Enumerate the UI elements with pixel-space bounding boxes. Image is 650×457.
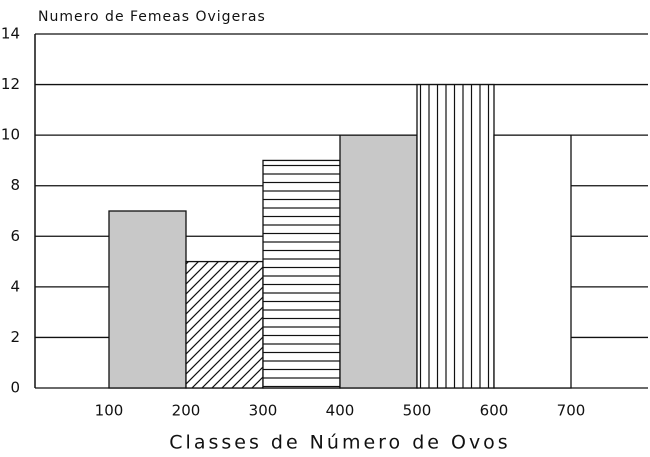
bar	[339, 134, 418, 389]
bar	[416, 83, 495, 389]
x-axis-label: Classes de Número de Ovos	[169, 432, 510, 454]
chart-title: Numero de Femeas Ovigeras	[38, 9, 266, 25]
y-tick-label: 0	[10, 379, 20, 397]
bar	[262, 159, 341, 389]
bar	[185, 260, 264, 389]
y-tick-label: 14	[1, 25, 20, 43]
x-tick-label: 200	[172, 402, 201, 420]
y-tick-label: 2	[10, 328, 20, 346]
bar	[493, 134, 572, 389]
bar	[108, 210, 187, 389]
y-tick-label: 4	[10, 277, 20, 295]
x-tick-label: 300	[249, 402, 278, 420]
x-tick-label: 500	[403, 402, 432, 420]
x-tick-label: 400	[326, 402, 355, 420]
y-tick-label: 6	[10, 227, 20, 245]
x-tick-label: 100	[95, 402, 124, 420]
y-tick-label: 8	[10, 176, 20, 194]
y-tick-label: 12	[1, 75, 20, 93]
x-tick-label: 700	[557, 402, 586, 420]
x-tick-label: 600	[480, 402, 509, 420]
y-tick-label: 10	[1, 126, 20, 144]
